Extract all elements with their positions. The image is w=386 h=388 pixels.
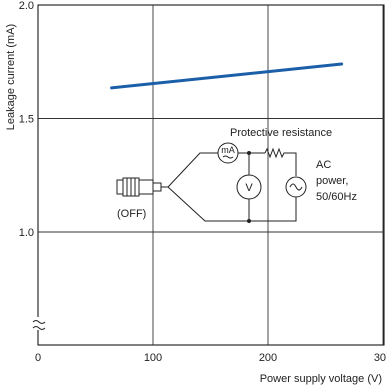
y-tick-label: 1.0 [19,227,34,239]
x-tick-label: 300 [374,352,386,364]
junction-dot [247,151,251,155]
ammeter-icon: mA [218,143,238,163]
y-axis-break [33,317,45,330]
ac-power-label: AC power, 50/60Hz [316,159,357,203]
svg-text:mA: mA [221,145,235,155]
upper-wire [168,153,218,187]
leakage-current-line [112,64,342,88]
x-tick-label: 0 [35,352,41,364]
x-tick-label: 100 [144,352,162,364]
lower-wire [168,187,296,221]
protective-resistance-label: Protective resistance [230,127,332,139]
ac-source-icon [286,177,306,197]
svg-text:V: V [245,182,253,194]
voltmeter-icon: V [237,175,261,199]
sensor-state-label: (OFF) [117,208,146,220]
x-axis-title: Power supply voltage (V) [260,373,382,385]
y-tick-label: 2.0 [19,0,34,12]
y-axis-title: Leakage current (mA) [5,24,17,130]
junction-dot [247,219,251,223]
series-layer [112,64,342,88]
proximity-sensor-icon [117,178,168,196]
x-tick-label: 200 [259,352,277,364]
y-tick-label: 1.5 [19,114,34,126]
